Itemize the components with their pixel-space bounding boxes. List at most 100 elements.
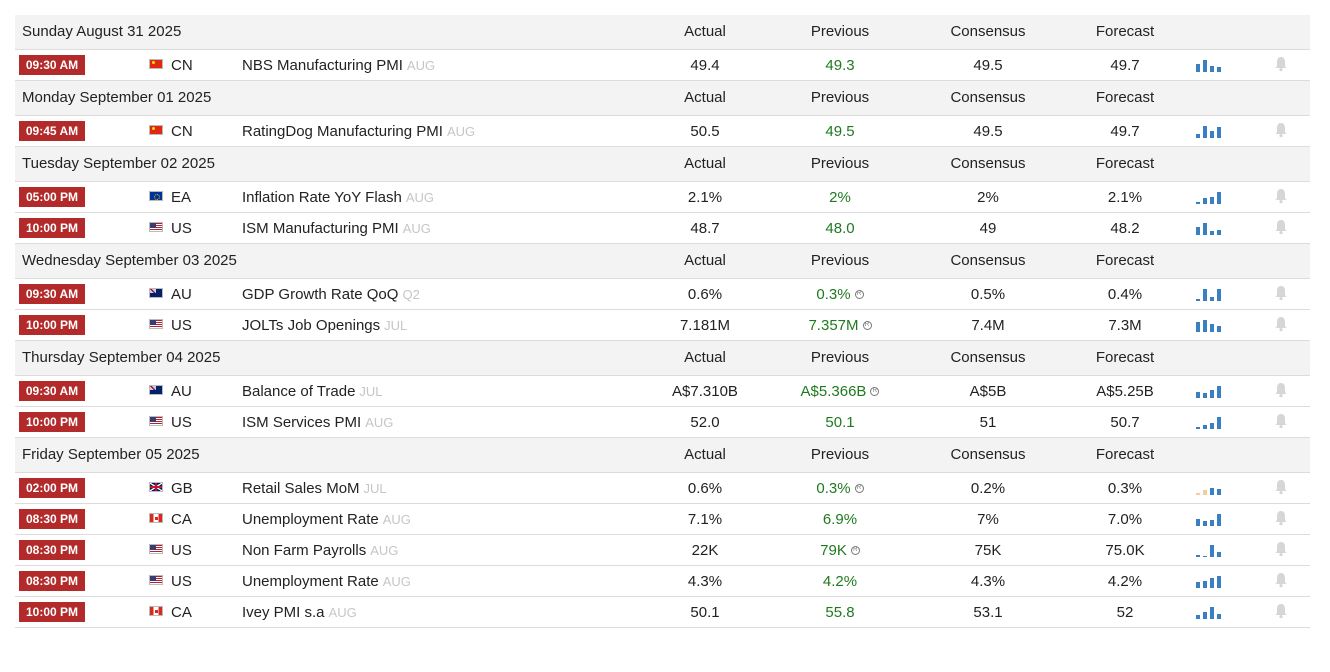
bell-icon[interactable]	[1274, 510, 1288, 526]
event-row[interactable]: 09:30 AM AU GDP Growth Rate QoQ Q2 0.6% 0.3% R…	[15, 279, 1310, 310]
revised-icon[interactable]: R	[862, 320, 872, 330]
event-row[interactable]: 09:30 AM CN NBS Manufacturing PMI AUG 49.4 49…	[15, 50, 1310, 81]
time-badge: 02:00 PM	[19, 478, 85, 498]
bell-icon[interactable]	[1274, 382, 1288, 398]
sparkline-icon[interactable]	[1196, 188, 1226, 206]
sparkline-icon[interactable]	[1196, 219, 1226, 237]
event-row[interactable]: 10:00 PM US ISM Services PMI AUG 52.0 50.1 51 5…	[15, 407, 1310, 438]
revised-icon[interactable]: R	[850, 545, 860, 555]
event-name-link[interactable]: ISM Services PMI AUG	[242, 414, 393, 431]
previous-cell: 6.9%	[780, 511, 900, 528]
event-name-link[interactable]: Non Farm Payrolls AUG	[242, 542, 398, 559]
event-row[interactable]: 02:00 PM GB Retail Sales MoM JUL 0.6% 0.3% R 0.…	[15, 473, 1310, 504]
sparkline-icon[interactable]	[1196, 285, 1226, 303]
column-header-previous[interactable]: Previous	[810, 349, 870, 366]
bell-icon[interactable]	[1274, 479, 1288, 495]
event-name-link[interactable]: GDP Growth Rate QoQ Q2	[242, 286, 420, 303]
sparkline-icon[interactable]	[1196, 413, 1226, 431]
event-row[interactable]: 10:00 PM US ISM Manufacturing PMI AUG 48.7 48…	[15, 213, 1310, 244]
country-code: US	[171, 573, 192, 590]
sparkline-bar	[1196, 392, 1200, 398]
previous-value: 2%	[829, 189, 851, 206]
bell-icon[interactable]	[1274, 603, 1288, 619]
column-header-forecast[interactable]: Forecast	[1095, 23, 1155, 40]
bell-icon[interactable]	[1274, 188, 1288, 204]
event-name-link[interactable]: NBS Manufacturing PMI AUG	[242, 57, 435, 74]
revised-icon[interactable]: R	[870, 386, 880, 396]
bell-icon[interactable]	[1274, 413, 1288, 429]
column-header-consensus[interactable]: Consensus	[950, 89, 1026, 106]
event-row[interactable]: 10:00 PM CA Ivey PMI s.a AUG 50.1 55.8 53.1 52	[15, 597, 1310, 628]
event-name-link[interactable]: Inflation Rate YoY Flash AUG	[242, 189, 434, 206]
sparkline-icon[interactable]	[1196, 122, 1226, 140]
column-header-actual[interactable]: Actual	[684, 155, 726, 172]
column-header-previous[interactable]: Previous	[810, 89, 870, 106]
column-header-actual[interactable]: Actual	[684, 349, 726, 366]
sparkline-bar	[1210, 423, 1214, 429]
event-row[interactable]: 05:00 PM EA Inflation Rate YoY Flash AUG 2.1…	[15, 182, 1310, 213]
bell-icon[interactable]	[1274, 219, 1288, 235]
bell-icon[interactable]	[1274, 572, 1288, 588]
event-name: Ivey PMI s.a	[242, 604, 325, 621]
event-name-link[interactable]: Ivey PMI s.a AUG	[242, 604, 357, 621]
column-header-actual[interactable]: Actual	[684, 252, 726, 269]
event-row[interactable]: 08:30 PM US Non Farm Payrolls AUG 22K 79K R 75K…	[15, 535, 1310, 566]
day-header: Tuesday September 02 2025 Actual Previous C…	[15, 147, 1310, 182]
bell-icon[interactable]	[1274, 122, 1288, 138]
column-header-previous[interactable]: Previous	[810, 446, 870, 463]
sparkline-icon[interactable]	[1196, 382, 1226, 400]
column-header-forecast[interactable]: Forecast	[1095, 446, 1155, 463]
sparkline-icon[interactable]	[1196, 316, 1226, 334]
actual-value: 4.3%	[687, 573, 723, 590]
column-header-consensus[interactable]: Consensus	[950, 349, 1026, 366]
column-header-consensus[interactable]: Consensus	[950, 446, 1026, 463]
event-row[interactable]: 08:30 PM CA Unemployment Rate AUG 7.1% 6.9% 7%…	[15, 504, 1310, 535]
column-header-previous[interactable]: Previous	[810, 23, 870, 40]
column-header-previous[interactable]: Previous	[810, 252, 870, 269]
event-row[interactable]: 08:30 PM US Unemployment Rate AUG 4.3% 4.2% 4.…	[15, 566, 1310, 597]
bell-icon[interactable]	[1274, 316, 1288, 332]
bell-icon[interactable]	[1274, 285, 1288, 301]
sparkline-icon[interactable]	[1196, 56, 1226, 74]
event-name-link[interactable]: RatingDog Manufacturing PMI AUG	[242, 123, 475, 140]
event-name-link[interactable]: Balance of Trade JUL	[242, 383, 383, 400]
sparkline-icon[interactable]	[1196, 510, 1226, 528]
event-row[interactable]: 09:45 AM CN RatingDog Manufacturing PMI AUG…	[15, 116, 1310, 147]
column-header-consensus[interactable]: Consensus	[950, 23, 1026, 40]
event-period: AUG	[382, 512, 411, 527]
column-header-actual[interactable]: Actual	[684, 23, 726, 40]
flag-us-icon	[149, 544, 163, 554]
column-header-consensus[interactable]: Consensus	[950, 252, 1026, 269]
column-header-actual[interactable]: Actual	[684, 89, 726, 106]
country-code: GB	[171, 480, 193, 497]
revised-icon[interactable]: R	[854, 483, 864, 493]
bell-icon[interactable]	[1274, 541, 1288, 557]
time-badge: 09:30 AM	[19, 55, 85, 75]
revised-icon[interactable]: R	[854, 289, 864, 299]
economic-calendar: Sunday August 31 2025 Actual Previous Conse…	[15, 15, 1310, 628]
column-header-forecast[interactable]: Forecast	[1095, 155, 1155, 172]
event-name-link[interactable]: Retail Sales MoM JUL	[242, 480, 387, 497]
event-name-link[interactable]: JOLTs Job Openings JUL	[242, 317, 407, 334]
sparkline-bar	[1210, 197, 1214, 204]
country-code: CN	[171, 123, 193, 140]
event-row[interactable]: 10:00 PM US JOLTs Job Openings JUL 7.181M 7.3…	[15, 310, 1310, 341]
sparkline-icon[interactable]	[1196, 479, 1226, 497]
time-badge: 09:30 AM	[19, 284, 85, 304]
column-header-previous[interactable]: Previous	[810, 155, 870, 172]
column-header-consensus[interactable]: Consensus	[950, 155, 1026, 172]
column-header-forecast[interactable]: Forecast	[1095, 89, 1155, 106]
event-name-link[interactable]: Unemployment Rate AUG	[242, 511, 411, 528]
column-header-forecast[interactable]: Forecast	[1095, 252, 1155, 269]
column-header-actual[interactable]: Actual	[684, 446, 726, 463]
event-row[interactable]: 09:30 AM AU Balance of Trade JUL A$7.310B A$5…	[15, 376, 1310, 407]
sparkline-icon[interactable]	[1196, 572, 1226, 590]
column-header-forecast[interactable]: Forecast	[1095, 349, 1155, 366]
day-date: Thursday September 04 2025	[22, 349, 221, 366]
event-name-link[interactable]: Unemployment Rate AUG	[242, 573, 411, 590]
sparkline-icon[interactable]	[1196, 541, 1226, 559]
event-period: AUG	[446, 124, 476, 139]
event-name-link[interactable]: ISM Manufacturing PMI AUG	[242, 220, 431, 237]
sparkline-icon[interactable]	[1196, 603, 1226, 621]
bell-icon[interactable]	[1274, 56, 1288, 72]
